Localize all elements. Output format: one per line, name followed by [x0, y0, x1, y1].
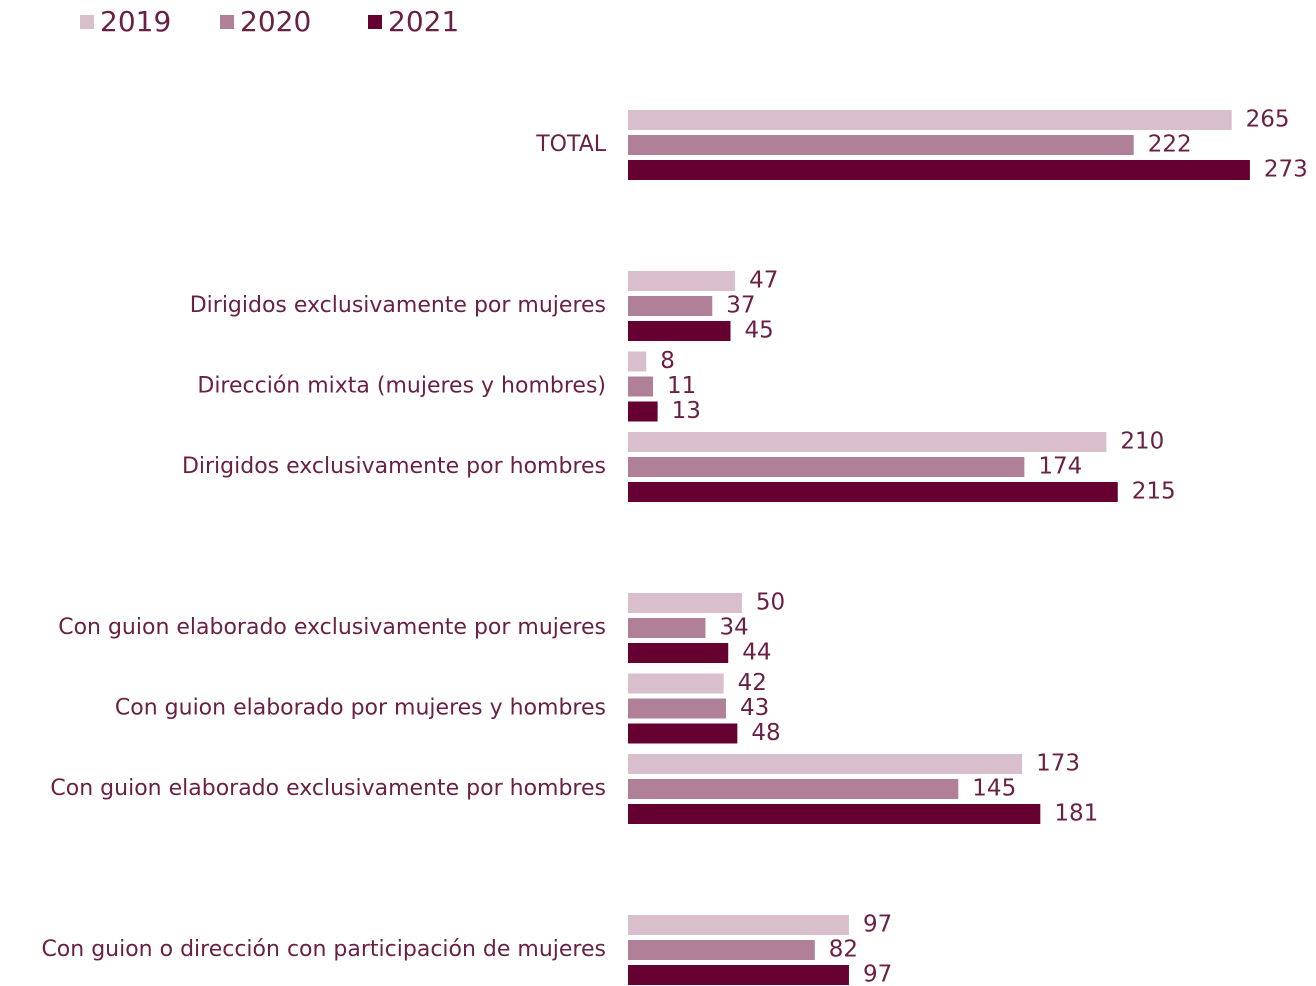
bar — [628, 401, 658, 422]
value-label: 11 — [667, 373, 696, 399]
bar — [628, 351, 647, 372]
value-label: 47 — [749, 268, 778, 294]
value-label: 215 — [1132, 479, 1176, 505]
value-label: 8 — [660, 348, 675, 374]
legend-label: 2019 — [100, 5, 171, 38]
value-label: 50 — [756, 590, 785, 616]
value-label: 97 — [863, 962, 892, 986]
value-label: 48 — [751, 720, 780, 746]
category-label: Con guion elaborado exclusivamente por h… — [50, 776, 606, 801]
category-label: Con guion elaborado exclusivamente por m… — [58, 615, 606, 640]
value-label: 222 — [1148, 132, 1192, 158]
bar — [628, 779, 959, 799]
bar — [628, 754, 1023, 774]
value-label: 173 — [1036, 751, 1080, 777]
value-label: 210 — [1120, 429, 1164, 455]
legend-label: 2020 — [240, 5, 311, 38]
value-label: 97 — [863, 912, 892, 938]
bar — [628, 135, 1134, 155]
legend-swatch — [368, 15, 382, 29]
category-label: TOTAL — [535, 132, 607, 157]
bar — [628, 271, 736, 291]
value-label: 34 — [719, 615, 748, 641]
category-label: Dirección mixta (mujeres y hombres) — [197, 374, 606, 399]
bar — [628, 804, 1041, 824]
value-label: 145 — [972, 776, 1016, 802]
bar — [628, 593, 742, 613]
bar — [628, 376, 654, 397]
bar — [628, 160, 1250, 180]
value-label: 174 — [1038, 454, 1082, 480]
bar — [628, 110, 1232, 130]
category-label: Con guion elaborado por mujeres y hombre… — [115, 696, 606, 721]
legend-swatch — [220, 15, 234, 29]
bar — [628, 673, 724, 694]
bar — [628, 723, 738, 744]
value-label: 43 — [740, 695, 769, 721]
value-label: 82 — [829, 937, 858, 963]
legend-swatch — [80, 15, 94, 29]
category-label: Con guion o dirección con participación … — [41, 937, 606, 962]
category-label: Dirigidos exclusivamente por hombres — [182, 454, 606, 479]
bar — [628, 698, 726, 719]
bar — [628, 940, 815, 960]
value-label: 37 — [726, 293, 755, 319]
bar — [628, 965, 849, 985]
bar — [628, 321, 731, 341]
bar — [628, 432, 1107, 452]
legend-label: 2021 — [388, 5, 459, 38]
value-label: 181 — [1054, 801, 1098, 827]
value-label: 45 — [745, 318, 774, 344]
category-label: Dirigidos exclusivamente por mujeres — [190, 293, 606, 318]
value-label: 42 — [738, 670, 767, 696]
bar — [628, 296, 713, 316]
bar — [628, 643, 729, 663]
bar — [628, 457, 1025, 477]
value-label: 13 — [672, 398, 701, 424]
value-label: 44 — [742, 640, 771, 666]
bar — [628, 915, 849, 935]
value-label: 265 — [1246, 107, 1290, 133]
bar — [628, 482, 1118, 502]
bar — [628, 618, 706, 638]
value-label: 273 — [1264, 157, 1308, 183]
